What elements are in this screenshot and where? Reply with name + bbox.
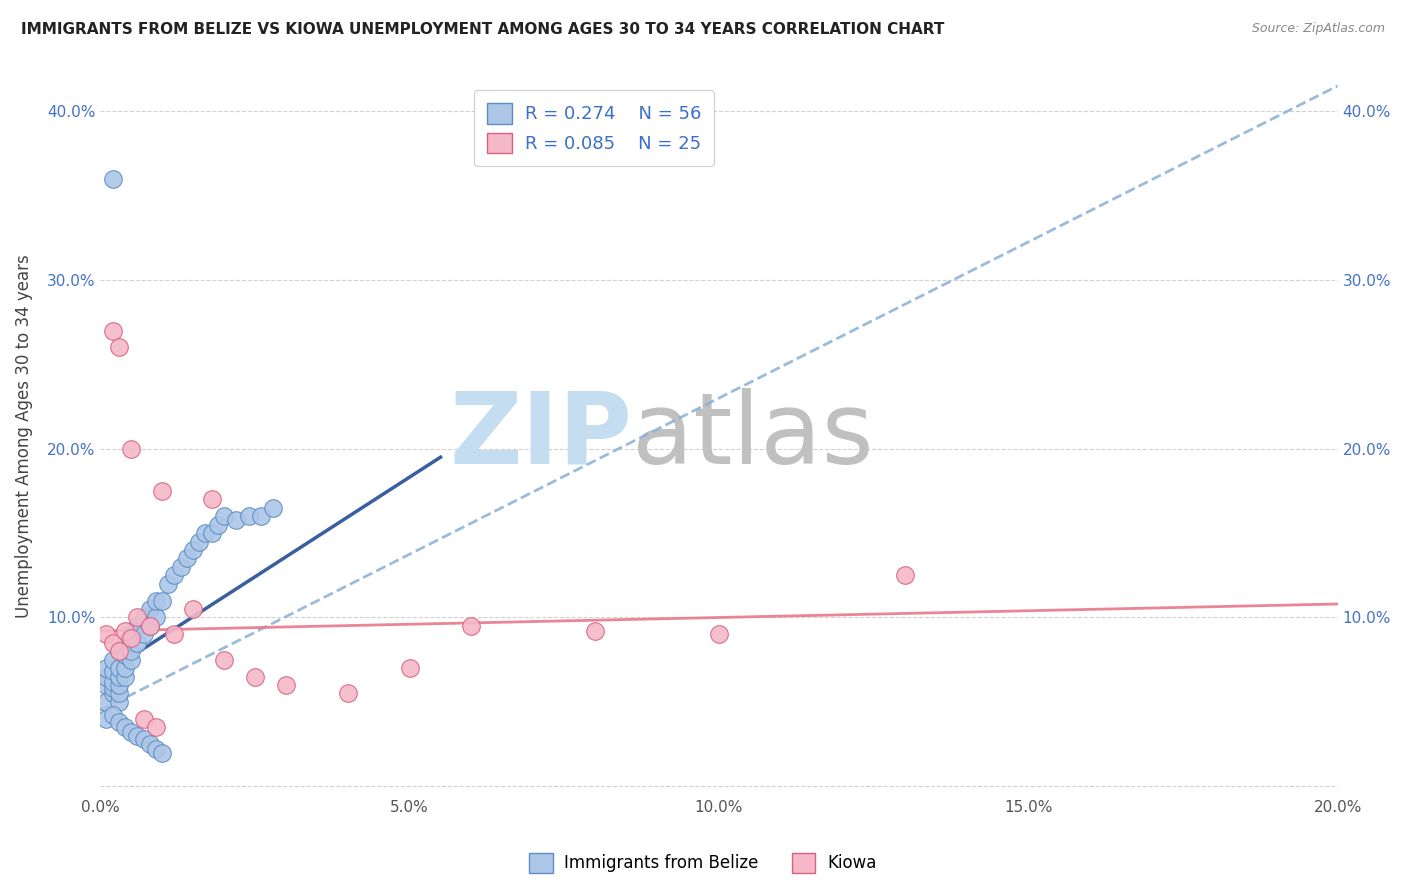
Point bbox=[101, 665, 124, 679]
Point bbox=[120, 653, 142, 667]
Point bbox=[274, 678, 297, 692]
Point bbox=[398, 661, 420, 675]
Point bbox=[96, 678, 118, 692]
Point bbox=[583, 624, 606, 638]
Point bbox=[127, 729, 149, 743]
Point bbox=[163, 627, 186, 641]
Point bbox=[101, 708, 124, 723]
Text: atlas: atlas bbox=[633, 387, 875, 484]
Point bbox=[238, 509, 260, 524]
Point bbox=[114, 624, 136, 638]
Point bbox=[150, 593, 173, 607]
Point bbox=[139, 619, 162, 633]
Point bbox=[150, 746, 173, 760]
Point bbox=[96, 695, 118, 709]
Point bbox=[96, 661, 118, 675]
Point bbox=[101, 324, 124, 338]
Y-axis label: Unemployment Among Ages 30 to 34 years: Unemployment Among Ages 30 to 34 years bbox=[15, 254, 32, 618]
Text: IMMIGRANTS FROM BELIZE VS KIOWA UNEMPLOYMENT AMONG AGES 30 TO 34 YEARS CORRELATI: IMMIGRANTS FROM BELIZE VS KIOWA UNEMPLOY… bbox=[21, 22, 945, 37]
Point bbox=[120, 725, 142, 739]
Point bbox=[181, 543, 204, 558]
Point bbox=[101, 681, 124, 696]
Point bbox=[120, 627, 142, 641]
Point bbox=[181, 602, 204, 616]
Point bbox=[101, 171, 124, 186]
Point bbox=[163, 568, 186, 582]
Point bbox=[250, 509, 273, 524]
Text: Source: ZipAtlas.com: Source: ZipAtlas.com bbox=[1251, 22, 1385, 36]
Point bbox=[157, 576, 180, 591]
Point bbox=[212, 653, 235, 667]
Point bbox=[132, 627, 155, 641]
Point bbox=[176, 551, 198, 566]
Point bbox=[188, 534, 211, 549]
Point bbox=[132, 610, 155, 624]
Point bbox=[120, 644, 142, 658]
Point bbox=[101, 653, 124, 667]
Point bbox=[101, 686, 124, 700]
Point bbox=[132, 731, 155, 746]
Point bbox=[108, 644, 131, 658]
Point bbox=[108, 695, 131, 709]
Text: ZIP: ZIP bbox=[450, 387, 633, 484]
Point bbox=[145, 610, 167, 624]
Point bbox=[139, 619, 162, 633]
Point bbox=[243, 669, 266, 683]
Point bbox=[108, 669, 131, 683]
Point bbox=[127, 636, 149, 650]
Point bbox=[108, 341, 131, 355]
Point bbox=[201, 526, 224, 541]
Point bbox=[170, 559, 193, 574]
Point bbox=[132, 712, 155, 726]
Point bbox=[139, 602, 162, 616]
Point bbox=[108, 644, 131, 658]
Point bbox=[120, 631, 142, 645]
Point bbox=[114, 636, 136, 650]
Point bbox=[194, 526, 217, 541]
Point bbox=[207, 517, 229, 532]
Point bbox=[893, 568, 915, 582]
Legend: R = 0.274    N = 56, R = 0.085    N = 25: R = 0.274 N = 56, R = 0.085 N = 25 bbox=[474, 90, 714, 166]
Point bbox=[101, 636, 124, 650]
Point bbox=[108, 661, 131, 675]
Point bbox=[201, 492, 224, 507]
Point bbox=[225, 513, 247, 527]
Point bbox=[212, 509, 235, 524]
Point bbox=[101, 674, 124, 689]
Point bbox=[96, 669, 118, 683]
Point bbox=[108, 686, 131, 700]
Point bbox=[263, 500, 285, 515]
Point bbox=[127, 619, 149, 633]
Point bbox=[114, 661, 136, 675]
Point bbox=[114, 720, 136, 734]
Point bbox=[145, 593, 167, 607]
Point bbox=[145, 720, 167, 734]
Point bbox=[114, 648, 136, 662]
Point bbox=[150, 483, 173, 498]
Point bbox=[145, 742, 167, 756]
Point bbox=[707, 627, 730, 641]
Point bbox=[96, 627, 118, 641]
Point bbox=[460, 619, 482, 633]
Legend: Immigrants from Belize, Kiowa: Immigrants from Belize, Kiowa bbox=[523, 847, 883, 880]
Point bbox=[96, 712, 118, 726]
Point bbox=[114, 669, 136, 683]
Point bbox=[336, 686, 359, 700]
Point bbox=[139, 737, 162, 751]
Point bbox=[120, 442, 142, 456]
Point bbox=[108, 678, 131, 692]
Point bbox=[108, 715, 131, 730]
Point bbox=[127, 610, 149, 624]
